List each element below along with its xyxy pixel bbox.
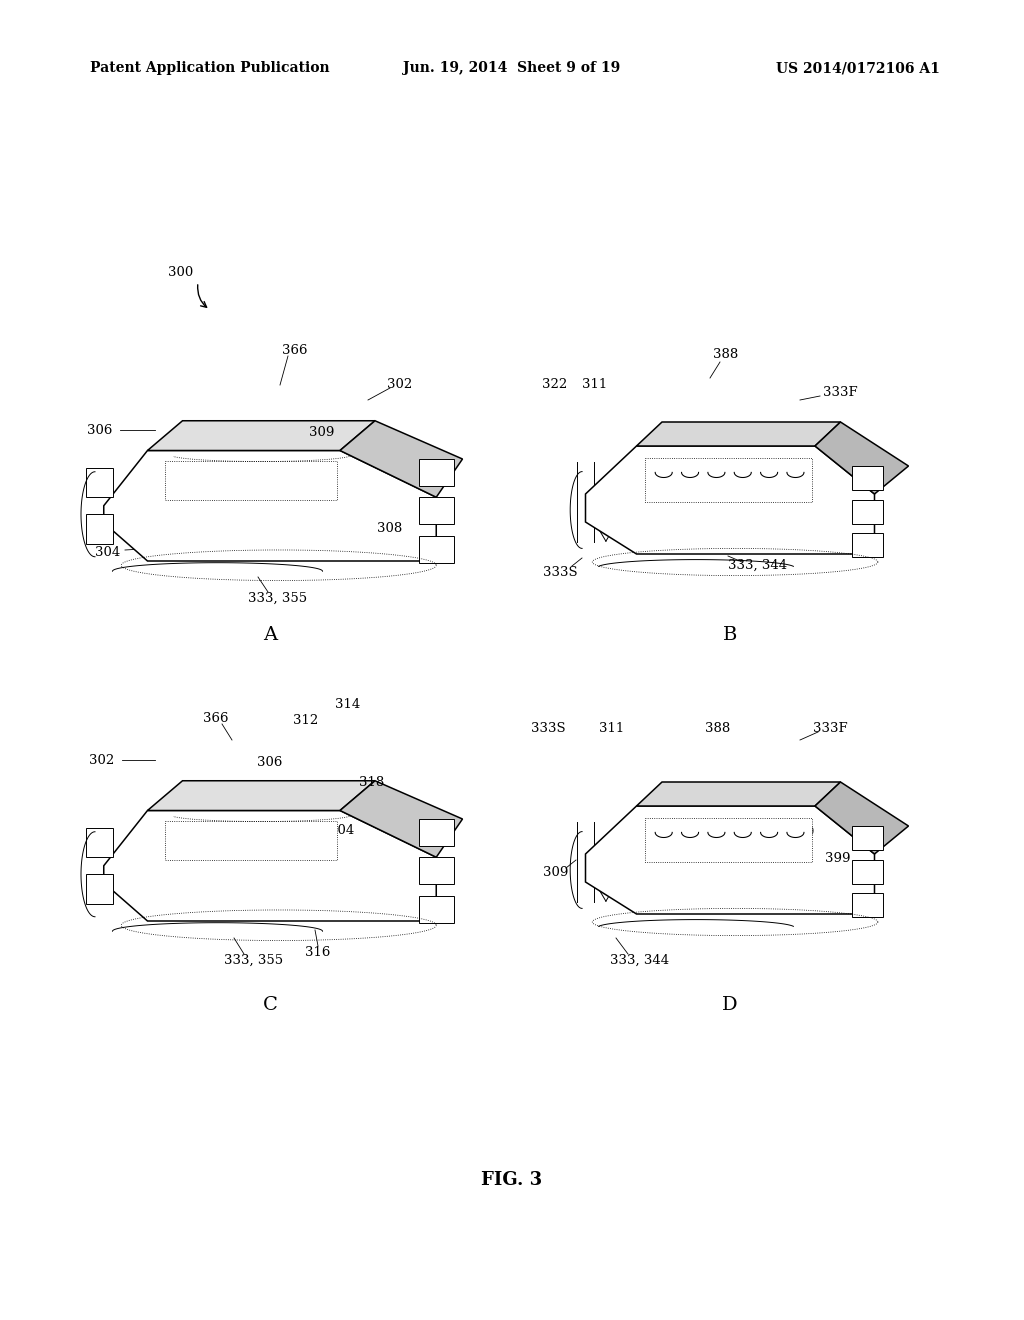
Text: 311: 311 xyxy=(583,379,607,392)
Text: B: B xyxy=(723,626,737,644)
Polygon shape xyxy=(165,461,337,500)
Text: 311: 311 xyxy=(599,722,625,734)
Polygon shape xyxy=(815,781,908,854)
Text: 302: 302 xyxy=(89,754,115,767)
FancyBboxPatch shape xyxy=(86,467,113,498)
Polygon shape xyxy=(645,458,812,502)
Text: 304: 304 xyxy=(330,824,354,837)
Polygon shape xyxy=(103,810,436,921)
Text: 300: 300 xyxy=(168,265,194,279)
FancyBboxPatch shape xyxy=(852,894,883,917)
Polygon shape xyxy=(586,446,874,554)
FancyBboxPatch shape xyxy=(419,895,454,923)
Text: 333S: 333S xyxy=(530,722,565,734)
Polygon shape xyxy=(586,807,874,913)
Text: 366: 366 xyxy=(203,711,228,725)
Text: 333, 344: 333, 344 xyxy=(610,953,670,966)
Polygon shape xyxy=(637,781,841,807)
Text: 302: 302 xyxy=(387,379,413,392)
FancyBboxPatch shape xyxy=(419,498,454,524)
Text: 333F: 333F xyxy=(822,387,857,400)
Text: 306: 306 xyxy=(257,755,283,768)
Polygon shape xyxy=(637,422,841,446)
FancyBboxPatch shape xyxy=(419,459,454,486)
FancyBboxPatch shape xyxy=(419,818,454,846)
Text: 366: 366 xyxy=(283,343,308,356)
FancyBboxPatch shape xyxy=(852,499,883,524)
Polygon shape xyxy=(645,818,812,862)
Text: 314: 314 xyxy=(336,698,360,711)
Polygon shape xyxy=(165,821,337,859)
Text: 388: 388 xyxy=(706,722,731,734)
Text: 388: 388 xyxy=(714,348,738,362)
Polygon shape xyxy=(815,422,908,494)
Text: 333, 355: 333, 355 xyxy=(249,591,307,605)
Polygon shape xyxy=(340,421,463,498)
Text: US 2014/0172106 A1: US 2014/0172106 A1 xyxy=(776,61,940,75)
Text: 333, 344: 333, 344 xyxy=(728,558,787,572)
Text: 399: 399 xyxy=(825,851,851,865)
Text: 309: 309 xyxy=(544,866,568,879)
Text: 306: 306 xyxy=(87,424,113,437)
FancyBboxPatch shape xyxy=(852,466,883,490)
Text: 312: 312 xyxy=(293,714,318,726)
Text: Patent Application Publication: Patent Application Publication xyxy=(90,61,330,75)
Polygon shape xyxy=(340,780,463,857)
Polygon shape xyxy=(147,780,375,810)
Text: 333F: 333F xyxy=(813,722,847,734)
Text: 308: 308 xyxy=(89,843,115,857)
FancyBboxPatch shape xyxy=(852,533,883,557)
Text: 304: 304 xyxy=(95,545,121,558)
Text: 308: 308 xyxy=(378,521,402,535)
Text: 309: 309 xyxy=(87,521,113,535)
Text: C: C xyxy=(262,997,278,1014)
FancyBboxPatch shape xyxy=(852,826,883,850)
FancyBboxPatch shape xyxy=(419,857,454,884)
Text: D: D xyxy=(722,997,738,1014)
Text: 333, 355: 333, 355 xyxy=(224,953,284,966)
FancyBboxPatch shape xyxy=(86,874,113,904)
Text: Jun. 19, 2014  Sheet 9 of 19: Jun. 19, 2014 Sheet 9 of 19 xyxy=(403,61,621,75)
Polygon shape xyxy=(103,450,436,561)
Text: 316: 316 xyxy=(305,945,331,958)
FancyBboxPatch shape xyxy=(86,828,113,857)
FancyBboxPatch shape xyxy=(86,515,113,544)
Text: 318: 318 xyxy=(359,776,385,788)
Text: 333S: 333S xyxy=(543,565,578,578)
Polygon shape xyxy=(147,421,375,450)
Text: 322: 322 xyxy=(543,379,567,392)
FancyBboxPatch shape xyxy=(852,859,883,883)
Text: A: A xyxy=(263,626,278,644)
Text: 309: 309 xyxy=(309,425,335,438)
Text: 309: 309 xyxy=(790,825,815,838)
Text: FIG. 3: FIG. 3 xyxy=(481,1171,543,1189)
FancyBboxPatch shape xyxy=(419,536,454,562)
